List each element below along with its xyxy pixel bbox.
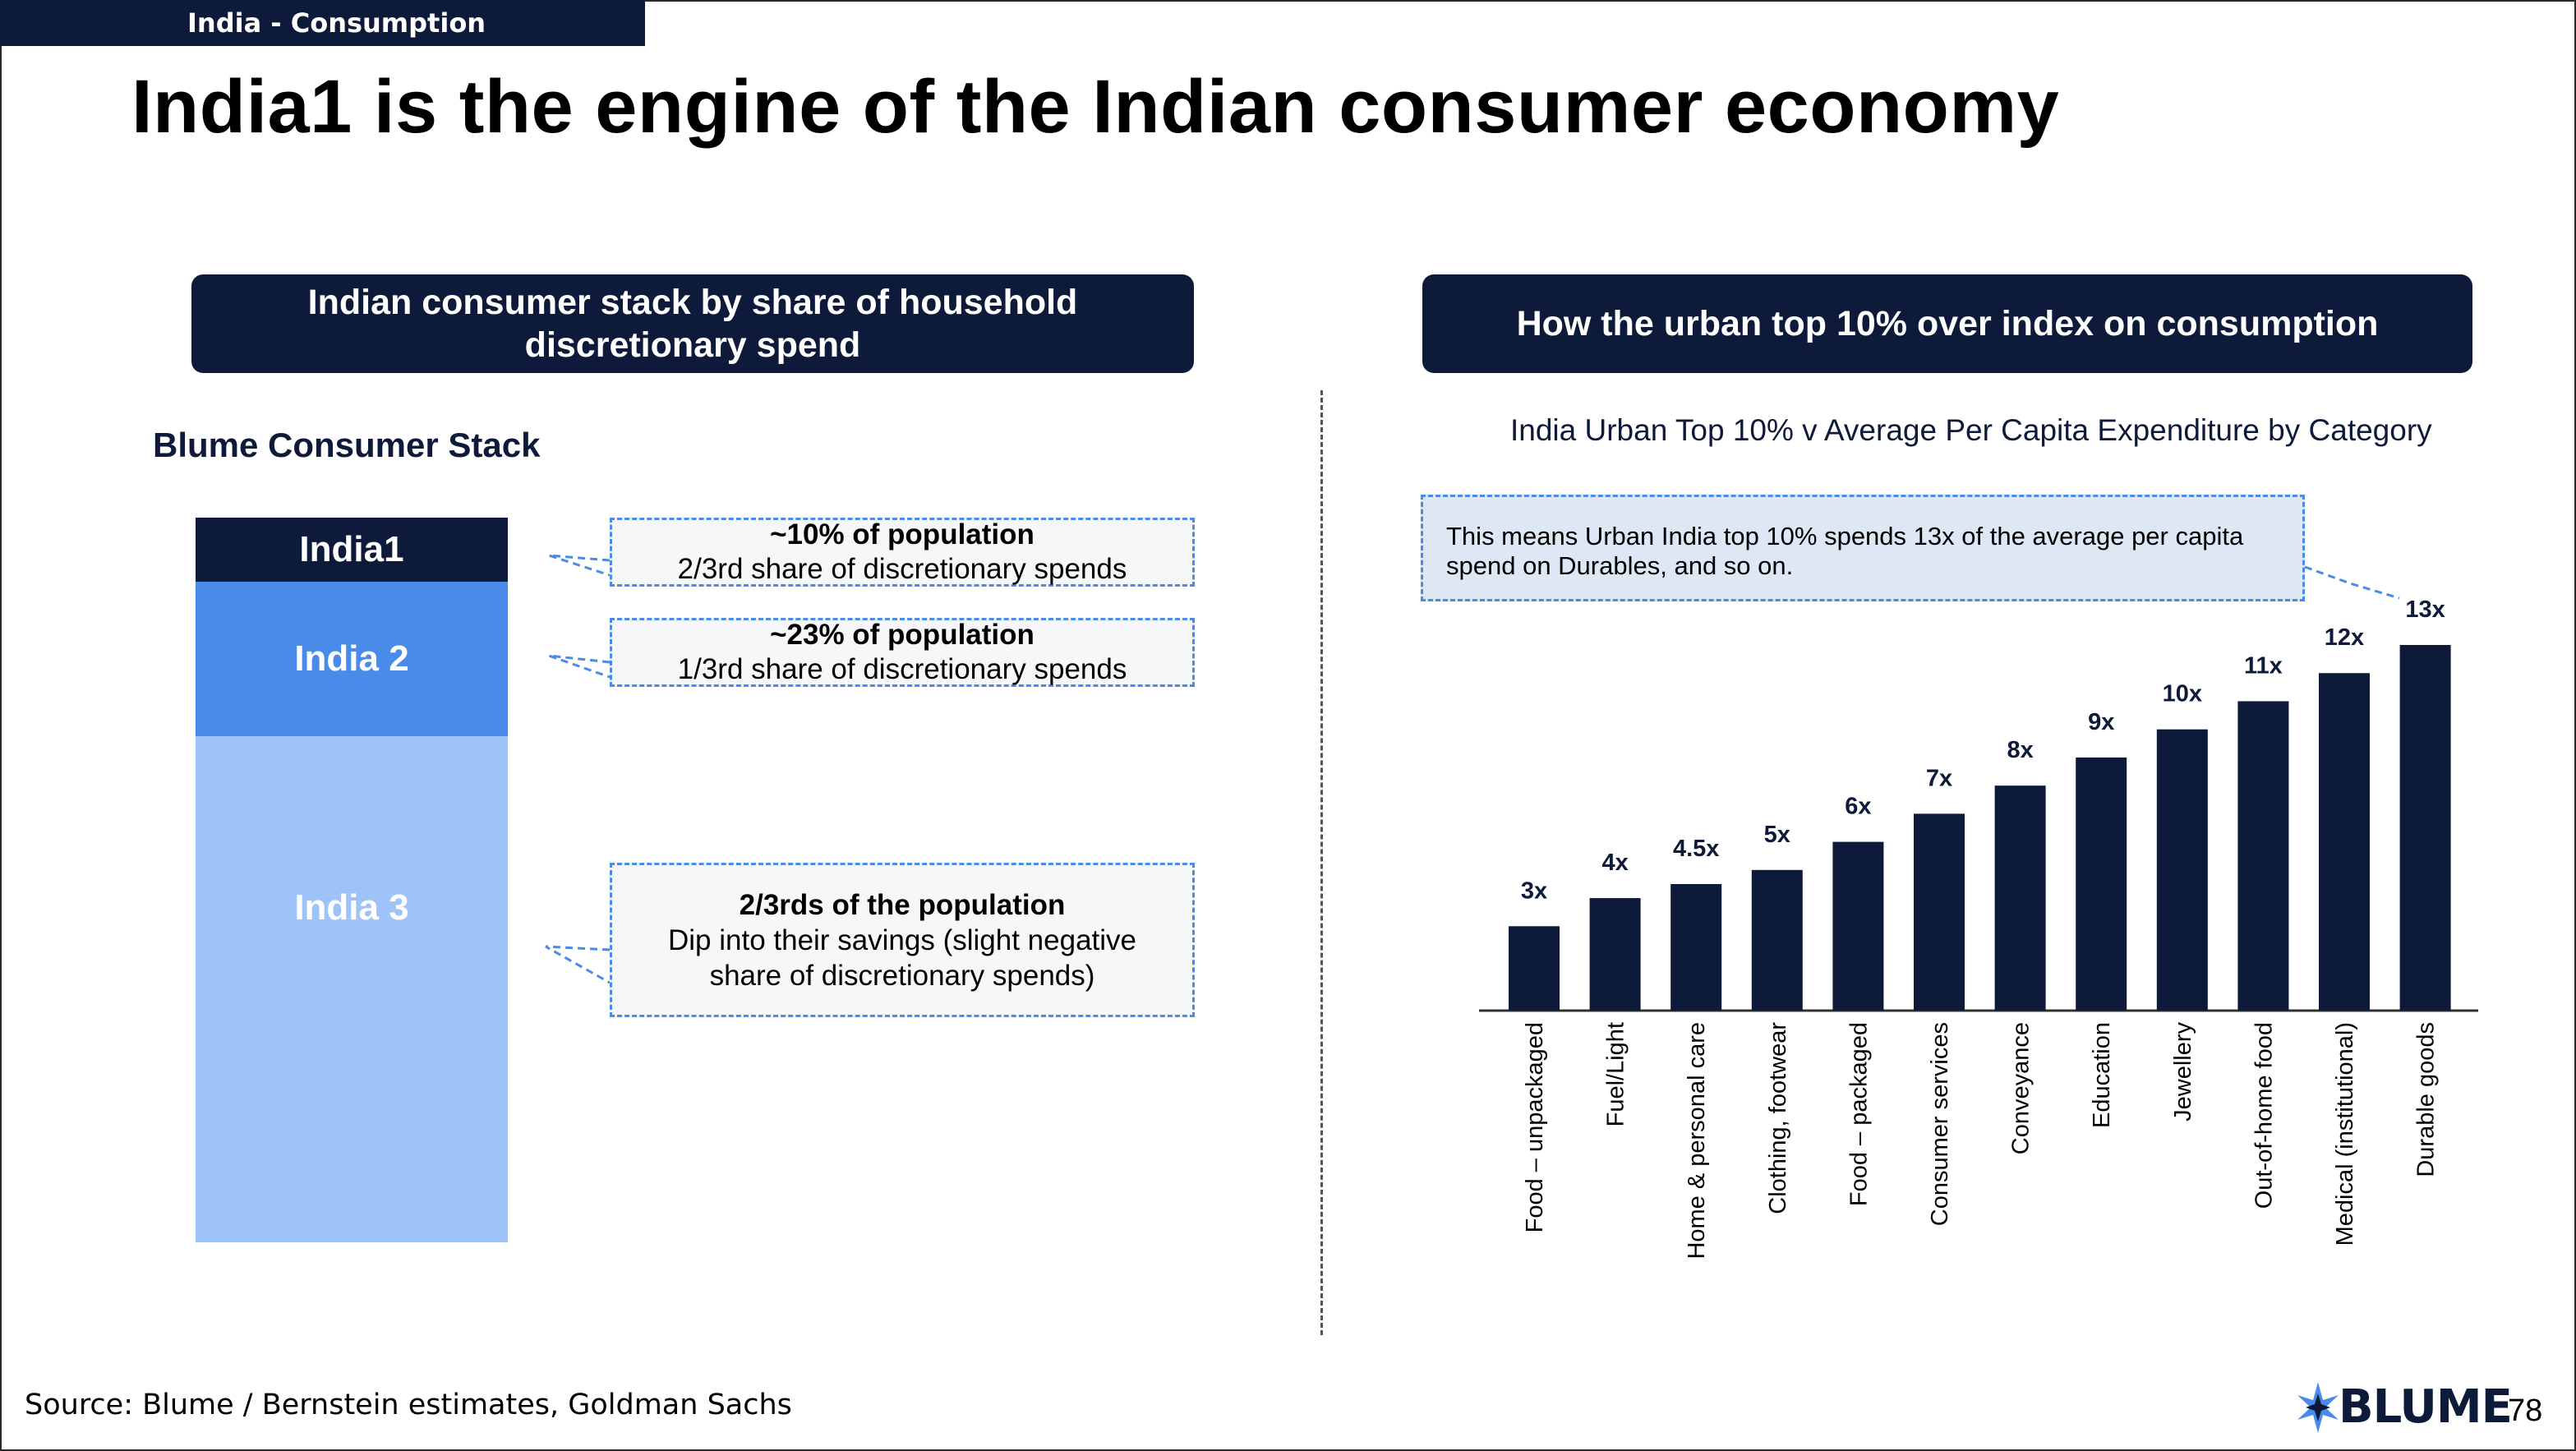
bar-data-label: 7x bbox=[1926, 765, 1952, 791]
page-number: 78 bbox=[2508, 1393, 2543, 1428]
right-panel-title: How the urban top 10% over index on cons… bbox=[1422, 274, 2472, 373]
note-pointer bbox=[2304, 565, 2400, 600]
stack-block-label: India 3 bbox=[294, 887, 409, 928]
callout-heading: 2/3rds of the population bbox=[739, 888, 1066, 921]
x-tick-label: Out-of-home food bbox=[2251, 1022, 2277, 1209]
stack-block-india3: India 3 bbox=[196, 736, 508, 1242]
stack-block-label: India1 bbox=[299, 529, 404, 569]
x-tick-label: Clothing, footwear bbox=[1765, 1022, 1791, 1214]
bar bbox=[1994, 785, 2046, 1011]
chart-note: This means Urban India top 10% spends 13… bbox=[1421, 495, 2305, 601]
callout-india1: ~10% of population 2/3rd share of discre… bbox=[610, 518, 1195, 587]
bar bbox=[1509, 926, 1560, 1011]
callout-india3: 2/3rds of the population Dip into their … bbox=[610, 863, 1195, 1017]
x-tick-label: Durable goods bbox=[2413, 1022, 2440, 1177]
callout-pointer-1 bbox=[548, 554, 611, 577]
x-tick-label: Fuel/Light bbox=[1603, 1022, 1629, 1126]
source-note: Source: Blume / Bernstein estimates, Gol… bbox=[25, 1389, 792, 1421]
x-tick-label: Conveyance bbox=[2008, 1022, 2035, 1154]
bar bbox=[2156, 729, 2208, 1011]
callout-pointer-3 bbox=[545, 945, 611, 984]
stack-block-india1: India1 bbox=[196, 518, 508, 582]
bar-data-label: 4x bbox=[1601, 850, 1628, 876]
bar bbox=[1589, 898, 1641, 1011]
left-panel-title: Indian consumer stack by share of househ… bbox=[191, 274, 1194, 373]
x-tick-label: Jewellery bbox=[2170, 1022, 2196, 1122]
bar-data-label: 3x bbox=[1521, 878, 1547, 904]
bar-data-label: 4.5x bbox=[1673, 836, 1719, 862]
bar-data-label: 13x bbox=[2405, 597, 2445, 623]
stack-block-label: India 2 bbox=[294, 638, 409, 679]
bar bbox=[2319, 673, 2370, 1011]
bar-data-label: 6x bbox=[1845, 794, 1871, 820]
callout-heading: ~23% of population bbox=[770, 619, 1035, 651]
bar bbox=[1914, 813, 1965, 1011]
callout-text: Dip into their savings (slight negative … bbox=[667, 924, 1136, 992]
callout-text: 2/3rd share of discretionary spends bbox=[677, 553, 1127, 585]
bar bbox=[1832, 841, 1884, 1011]
callout-heading: ~10% of population bbox=[770, 518, 1035, 550]
blume-star-icon bbox=[2297, 1381, 2339, 1433]
x-tick-label: Food – packaged bbox=[1846, 1022, 1872, 1206]
bar-data-label: 11x bbox=[2244, 652, 2283, 679]
bar bbox=[2399, 645, 2451, 1011]
bar-data-label: 12x bbox=[2325, 624, 2364, 651]
blume-logo: BLUME bbox=[2297, 1380, 2513, 1434]
bar-data-label: 9x bbox=[2088, 709, 2114, 735]
bar-data-label: 8x bbox=[2007, 737, 2033, 763]
page-title: India1 is the engine of the Indian consu… bbox=[131, 65, 2060, 149]
logo-text: BLUME bbox=[2339, 1380, 2513, 1434]
bar bbox=[1670, 883, 1722, 1011]
stack-title: Blume Consumer Stack bbox=[153, 426, 541, 464]
callout-text: 1/3rd share of discretionary spends bbox=[677, 653, 1127, 685]
bar bbox=[2237, 701, 2289, 1011]
x-tick-label: Medical (institutional) bbox=[2332, 1022, 2358, 1246]
bar-data-label: 10x bbox=[2163, 681, 2202, 707]
x-tick-label: Home & personal care bbox=[1684, 1022, 1710, 1260]
bar bbox=[2076, 757, 2127, 1011]
bar-data-label: 5x bbox=[1764, 822, 1790, 848]
x-tick-label: Consumer services bbox=[1927, 1022, 1953, 1226]
bar bbox=[1751, 869, 1803, 1011]
section-tag: India - Consumption bbox=[0, 0, 645, 46]
chart-title: India Urban Top 10% v Average Per Capita… bbox=[1510, 413, 2432, 447]
x-tick-label: Food – unpackaged bbox=[1522, 1022, 1548, 1232]
callout-india2: ~23% of population 1/3rd share of discre… bbox=[610, 618, 1195, 687]
x-tick-label: Education bbox=[2089, 1022, 2115, 1128]
stack-block-india2: India 2 bbox=[196, 582, 508, 736]
callout-pointer-2 bbox=[548, 654, 611, 679]
panel-divider bbox=[1320, 390, 1323, 1335]
